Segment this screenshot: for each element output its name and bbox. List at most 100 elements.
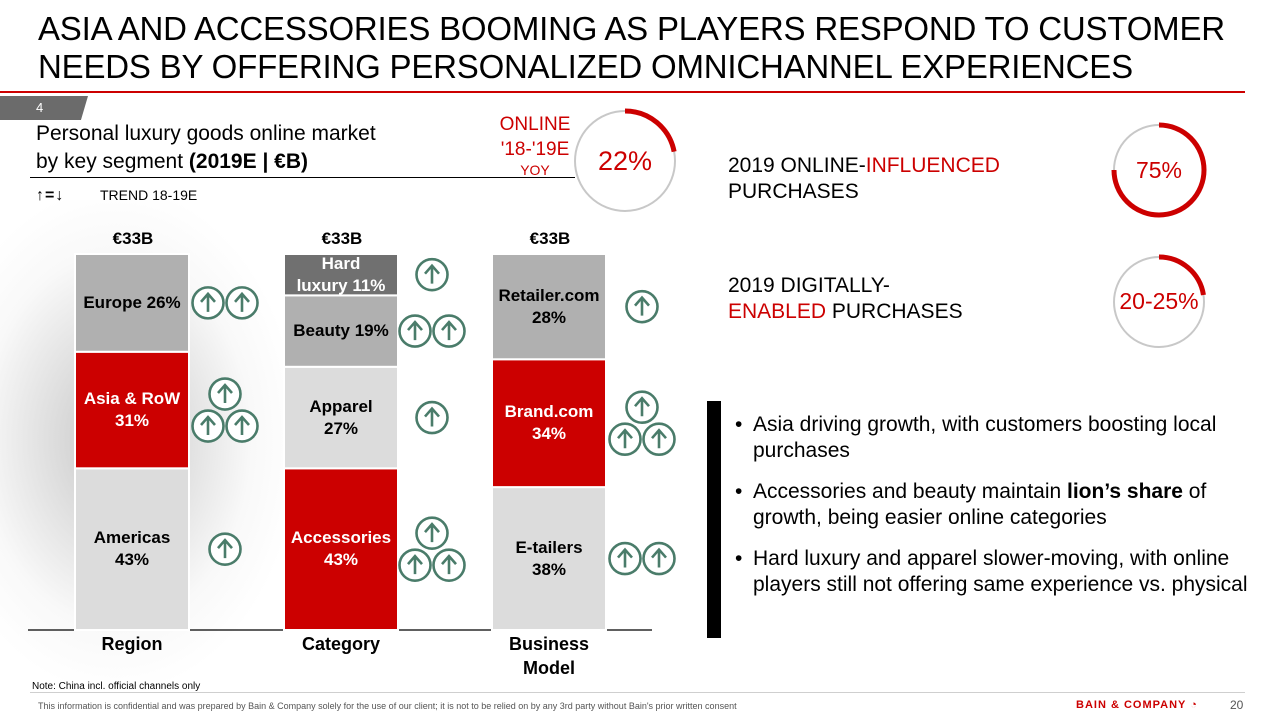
bain-logo-icon: ◔ xyxy=(1190,699,1198,711)
digitally-enabled-ring-arc xyxy=(1158,254,1206,296)
trend-up-arrow-icon xyxy=(432,548,466,582)
trend-up-arrow-icon xyxy=(398,314,432,348)
online-growth-label-line-2: '18-'19E xyxy=(500,139,570,160)
bain-logo: BAIN & COMPANY ◔ xyxy=(1076,699,1198,711)
online-growth-label-line-1: ONLINE xyxy=(499,114,571,135)
segment-label-line-1: Asia & RoW xyxy=(83,389,181,409)
takeaway-item: Hard luxury and apparel slower-moving, w… xyxy=(735,546,1255,598)
category-label: Region xyxy=(101,634,163,654)
trend-up-arrow-icon xyxy=(225,409,259,443)
segment-label: Accessories 43% xyxy=(278,468,404,630)
chart-title-line-1: Personal luxury goods online market xyxy=(36,122,376,145)
online-growth-ring xyxy=(574,108,677,212)
page-number: 20 xyxy=(1230,698,1244,712)
chart-title-plain: by key segment xyxy=(36,150,189,173)
footer-divider xyxy=(30,692,1245,693)
segment-label: Hard luxury 11% xyxy=(278,254,404,295)
metric-online-influenced-value: 75% xyxy=(1135,157,1183,183)
metric-2-line-1: 2019 DIGITALLY- xyxy=(728,274,890,297)
segment-label: Beauty 19% xyxy=(278,295,404,366)
online-influenced-ring xyxy=(1111,122,1207,218)
trend-arrows-layer xyxy=(191,257,676,582)
trend-legend-icon: ↑=↓ xyxy=(36,187,65,204)
chart-title-unit: (2019E | €B) xyxy=(188,150,309,173)
metric-1-red: INFLUENCED xyxy=(865,154,1000,177)
bar-segment-europe xyxy=(74,253,190,353)
segment-label-line-1: Accessories xyxy=(290,528,392,548)
segment-label-line-1: Europe 26% xyxy=(83,292,181,312)
trend-up-arrow-icon xyxy=(191,409,225,443)
segment-label: Retailer.com 28% xyxy=(486,254,612,359)
takeaway-item: Asia driving growth, with customers boos… xyxy=(735,412,1255,464)
category-label: Business Model xyxy=(479,632,619,680)
trend-up-arrow-icon xyxy=(642,541,676,576)
column-total: €33B xyxy=(529,229,571,248)
takeaway-emphasis: lion’s share xyxy=(1067,480,1183,503)
trend-up-arrow-icon xyxy=(608,422,642,457)
category-label-line-1: Business xyxy=(508,634,590,654)
segment-label-line-2: 28% xyxy=(531,307,567,327)
trend-up-arrow-icon xyxy=(208,532,242,566)
segment-label-line-2: 43% xyxy=(114,550,150,570)
trend-up-arrow-icon xyxy=(415,257,449,292)
segment-label-line-1: Beauty 19% xyxy=(293,321,389,341)
segment-label-line-1: E-tailers xyxy=(515,537,583,557)
segment-label: Asia & RoW 31% xyxy=(69,352,195,469)
trend-up-arrow-icon xyxy=(191,286,225,320)
online-growth-label: ONLINE '18-'19E YOY xyxy=(492,112,578,178)
trend-up-arrow-icon xyxy=(625,390,659,425)
bar-segment-retailer-com xyxy=(491,253,607,361)
key-takeaways-list: Asia driving growth, with customers boos… xyxy=(735,412,1255,613)
trend-up-arrow-icon xyxy=(415,400,449,435)
trend-legend-label: TREND 18-19E xyxy=(100,187,198,203)
title-divider xyxy=(0,91,1245,93)
bar-segment-hard-luxury xyxy=(283,253,399,297)
slide-tab: 4 xyxy=(0,96,88,120)
segment-label-line-2: 38% xyxy=(531,559,567,579)
column-total: €33B xyxy=(321,229,363,248)
trend-up-arrow-icon xyxy=(608,541,642,576)
digitally-enabled-ring xyxy=(1113,254,1206,348)
segment-label-line-2: 31% xyxy=(114,411,150,431)
segment-label-line-1: Hard xyxy=(321,253,361,273)
segment-label: Americas 43% xyxy=(69,468,195,630)
page-title-line-1: ASIA AND ACCESSORIES BOOMING AS PLAYERS … xyxy=(38,10,1225,47)
chart-title-line-2: by key segment (2019E | €B) xyxy=(36,148,376,176)
segment-label-line-2: 43% xyxy=(323,550,359,570)
slide-tab-number: 4 xyxy=(36,100,44,115)
metric-digitally-enabled-label: 2019 DIGITALLY- ENABLED PURCHASES xyxy=(728,273,963,325)
bain-logo-text: BAIN & COMPANY xyxy=(1076,699,1187,711)
segment-label: E-tailers 38% xyxy=(486,487,612,630)
online-growth-label-line-3: YOY xyxy=(520,162,550,178)
bars-layer xyxy=(74,253,607,631)
metric-2-plain: PURCHASES xyxy=(826,300,963,323)
bar-segment-brand-com xyxy=(491,358,607,489)
bar-segment-beauty xyxy=(283,294,399,368)
segment-label-line-1: Retailer.com xyxy=(498,285,600,305)
takeaway-item: Accessories and beauty maintain lion’s s… xyxy=(735,479,1255,531)
trend-up-arrow-icon xyxy=(415,516,449,550)
trend-up-arrow-icon xyxy=(432,314,466,348)
category-label: Category xyxy=(301,634,381,654)
segment-label-line-1: Brand.com xyxy=(504,402,594,422)
bar-segment-apparel xyxy=(283,365,399,470)
segment-label-line-1: Americas xyxy=(93,528,171,548)
trend-up-arrow-icon xyxy=(625,289,659,324)
chart-title-divider xyxy=(30,177,575,178)
confidentiality-notice: This information is confidential and was… xyxy=(38,701,737,711)
callout-bar xyxy=(707,401,721,638)
online-influenced-ring-arc xyxy=(1111,122,1207,218)
online-growth-ring-arc xyxy=(624,108,677,153)
column-total: €33B xyxy=(112,229,154,248)
bar-segment-e-tailers xyxy=(491,486,607,631)
chart-title: Personal luxury goods online market by k… xyxy=(36,120,376,176)
page-title: ASIA AND ACCESSORIES BOOMING AS PLAYERS … xyxy=(38,10,1238,86)
trend-up-arrow-icon xyxy=(225,286,259,320)
segment-label-line-2: 27% xyxy=(323,418,359,438)
metric-online-influenced-label: 2019 ONLINE-INFLUENCED PURCHASES xyxy=(728,153,1000,205)
rings-layer xyxy=(574,108,1207,348)
category-label-line-2: Model xyxy=(523,658,575,678)
footnote: Note: China incl. official channels only xyxy=(32,681,201,692)
segment-label: Europe 26% xyxy=(69,254,195,352)
